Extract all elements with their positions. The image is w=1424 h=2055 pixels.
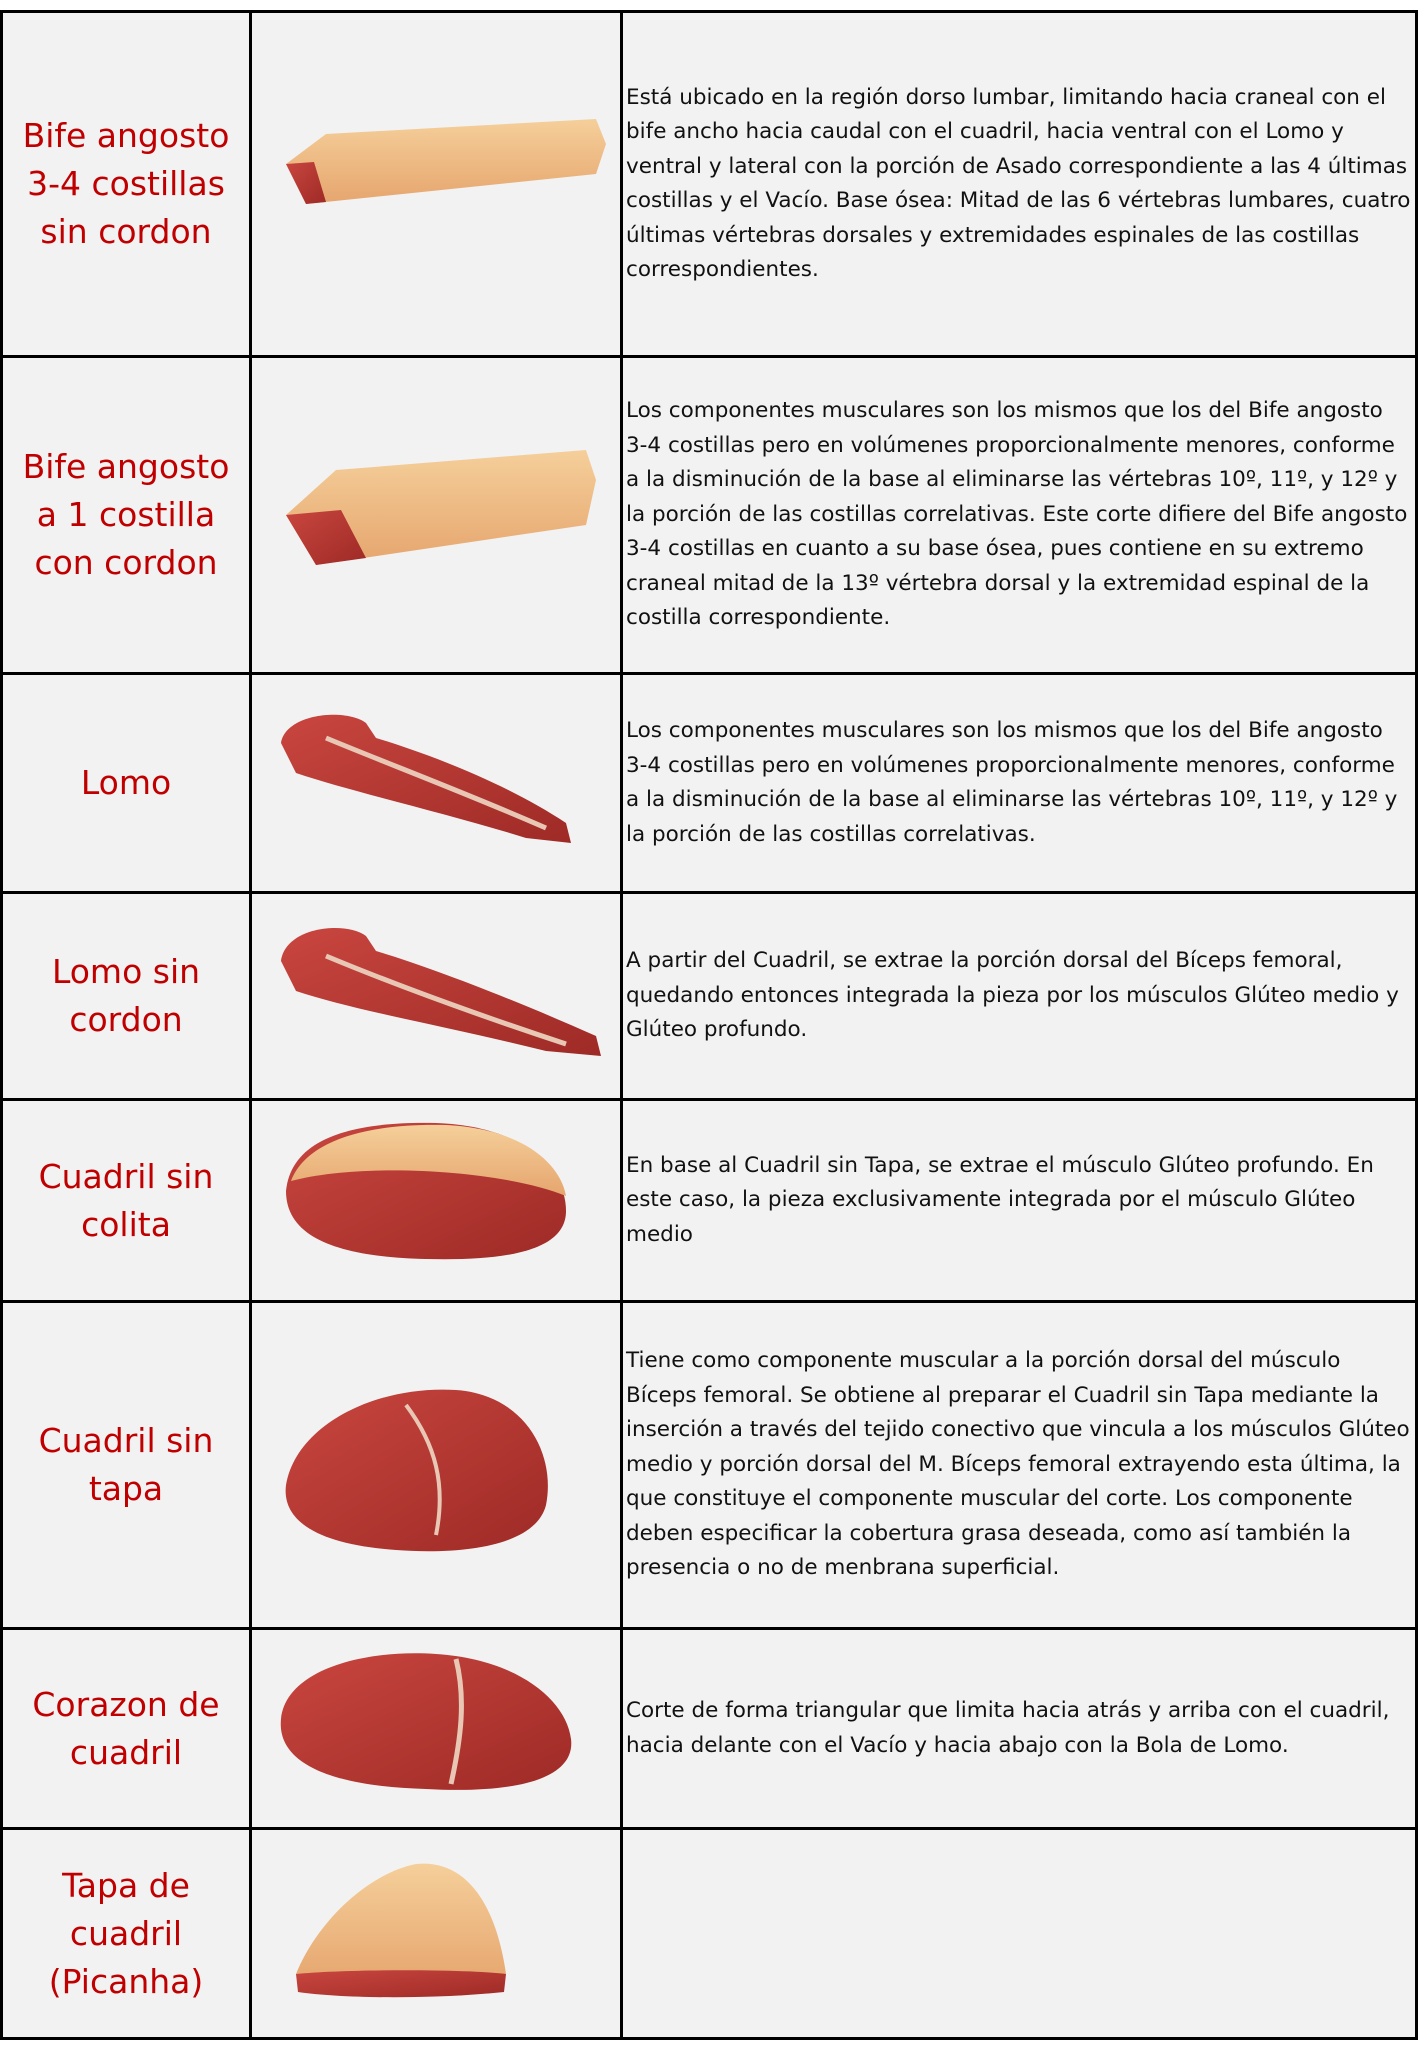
cut-name: Lomo sin cordon bbox=[0, 894, 249, 1098]
cut-description: Los componentes musculares son los mismo… bbox=[626, 398, 1408, 631]
cut-name: Cuadril sin colita bbox=[0, 1101, 249, 1300]
cut-row: Lomo sin cordon A partir del Cuadril, se … bbox=[0, 894, 1418, 1101]
cut-row: Lomo Los componentes musculares son los m… bbox=[0, 675, 1418, 894]
cut-row: Corazon de cuadril Corte de forma triangu… bbox=[0, 1630, 1418, 1830]
cut-description-cell bbox=[620, 1830, 1418, 2037]
cut-description-cell: Tiene como componente muscular a la porc… bbox=[620, 1303, 1418, 1627]
cut-row: Cuadril sin tapa Tiene como componente mu… bbox=[0, 1303, 1418, 1630]
cuts-table: Bife angosto 3-4 costillas sin cordon Est… bbox=[0, 10, 1418, 2040]
cut-description-cell: Los componentes musculares son los mismo… bbox=[620, 358, 1418, 672]
cut-description-cell: Corte de forma triangular que limita hac… bbox=[620, 1630, 1418, 1827]
cut-name: Cuadril sin tapa bbox=[0, 1303, 249, 1627]
cut-row: Bife angosto 3-4 costillas sin cordon Est… bbox=[0, 13, 1418, 358]
cut-name: Bife angosto 3-4 costillas sin cordon bbox=[0, 13, 249, 355]
cut-image-cell bbox=[249, 358, 620, 672]
cut-image-cell bbox=[249, 13, 620, 355]
cut-image bbox=[296, 1863, 506, 1997]
cut-description-cell: Está ubicado en la región dorso lumbar, … bbox=[620, 13, 1418, 355]
cut-image bbox=[285, 1389, 548, 1552]
cut-name: Lomo bbox=[0, 675, 249, 891]
cut-image bbox=[281, 928, 601, 1056]
cut-image-cell bbox=[249, 675, 620, 891]
cut-description-cell: A partir del Cuadril, se extrae la porci… bbox=[620, 894, 1418, 1098]
cut-image bbox=[286, 119, 606, 204]
cut-image-cell bbox=[249, 1830, 620, 2037]
cut-image-cell bbox=[249, 1630, 620, 1827]
cut-name: Bife angosto a 1 costilla con cordon bbox=[0, 358, 249, 672]
cut-row: Tapa de cuadril (Picanha) bbox=[0, 1830, 1418, 2040]
cut-row: Bife angosto a 1 costilla con cordon Los … bbox=[0, 358, 1418, 675]
cut-description: Los componentes musculares son los mismo… bbox=[626, 718, 1398, 847]
cut-description: Tiene como componente muscular a la porc… bbox=[626, 1348, 1410, 1581]
cut-image-cell bbox=[249, 1303, 620, 1627]
cut-image-cell bbox=[249, 1101, 620, 1300]
cut-description: Está ubicado en la región dorso lumbar, … bbox=[626, 84, 1411, 283]
cut-description: En base al Cuadril sin Tapa, se extrae e… bbox=[626, 1152, 1374, 1247]
cut-description-cell: En base al Cuadril sin Tapa, se extrae e… bbox=[620, 1101, 1418, 1300]
cut-description: Corte de forma triangular que limita hac… bbox=[626, 1698, 1390, 1758]
cut-image bbox=[286, 1122, 566, 1259]
cut-image bbox=[281, 714, 571, 843]
cut-row: Cuadril sin colita En base al Cuadril sin… bbox=[0, 1101, 1418, 1303]
cut-name: Corazon de cuadril bbox=[0, 1630, 249, 1827]
cut-name: Tapa de cuadril (Picanha) bbox=[0, 1830, 249, 2037]
cut-description: A partir del Cuadril, se extrae la porci… bbox=[626, 948, 1399, 1043]
cut-description-cell: Los componentes musculares son los mismo… bbox=[620, 675, 1418, 891]
cut-image bbox=[286, 450, 596, 565]
cut-image-cell bbox=[249, 894, 620, 1098]
cut-image bbox=[280, 1652, 572, 1790]
